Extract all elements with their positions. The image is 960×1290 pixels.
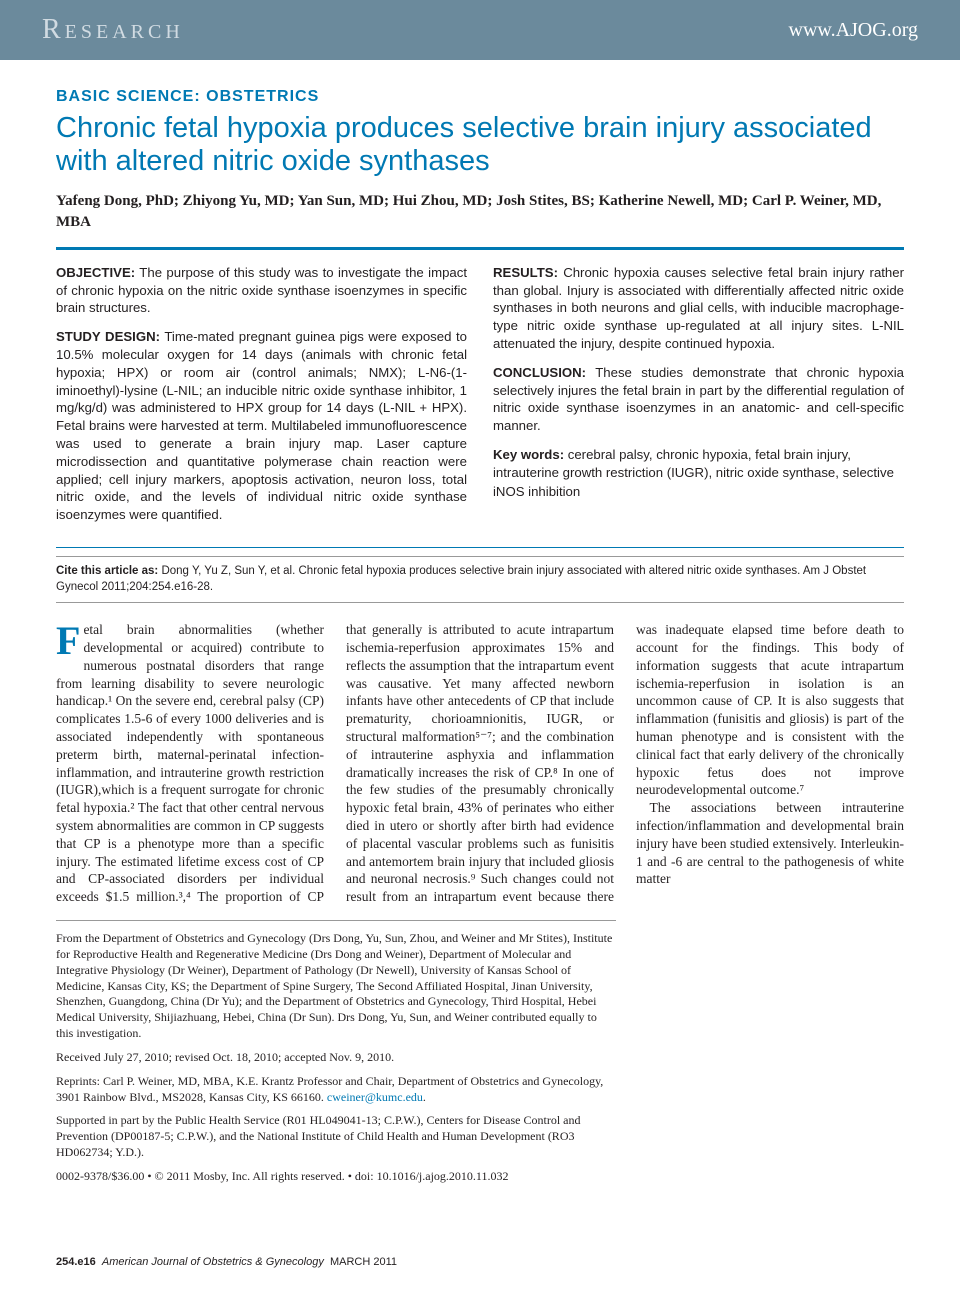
objective-label: OBJECTIVE: <box>56 265 135 280</box>
reprints-email[interactable]: cweiner@kumc.edu <box>327 1090 423 1104</box>
section-label: Research <box>42 14 184 46</box>
affil-reprints: Reprints: Carl P. Weiner, MD, MBA, K.E. … <box>56 1074 616 1106</box>
abstract-col-right: RESULTS: Chronic hypoxia causes selectiv… <box>493 264 904 535</box>
dropcap: F <box>56 621 83 658</box>
author-list: Yafeng Dong, PhD; Zhiyong Yu, MD; Yan Su… <box>56 191 904 233</box>
cite-label: Cite this article as: <box>56 565 158 577</box>
site-url[interactable]: www.AJOG.org <box>789 19 918 42</box>
article-category: BASIC SCIENCE: OBSTETRICS <box>56 88 904 106</box>
journal-name: American Journal of Obstetrics & Gynecol… <box>102 1256 324 1268</box>
affiliations: From the Department of Obstetrics and Gy… <box>56 920 616 1185</box>
body-p2: The associations between intrauterine in… <box>636 799 904 888</box>
issue-date: MARCH 2011 <box>330 1256 397 1268</box>
page-number: 254.e16 <box>56 1256 96 1268</box>
journal-header: Research www.AJOG.org <box>0 0 960 60</box>
keywords-label: Key words: <box>493 447 564 462</box>
abstract-col-left: OBJECTIVE: The purpose of this study was… <box>56 264 467 535</box>
abstract-conclusion: CONCLUSION: These studies demonstrate th… <box>493 364 904 435</box>
affil-copyright: 0002-9378/$36.00 • © 2011 Mosby, Inc. Al… <box>56 1169 616 1185</box>
page-content: BASIC SCIENCE: OBSTETRICS Chronic fetal … <box>0 60 960 1185</box>
abstract-design: STUDY DESIGN: Time-mated pregnant guinea… <box>56 328 467 524</box>
design-label: STUDY DESIGN: <box>56 329 160 344</box>
keywords: Key words: cerebral palsy, chronic hypox… <box>493 446 904 501</box>
affil-received: Received July 27, 2010; revised Oct. 18,… <box>56 1050 616 1066</box>
rule-mid <box>56 547 904 548</box>
affil-support: Supported in part by the Public Health S… <box>56 1113 616 1160</box>
abstract: OBJECTIVE: The purpose of this study was… <box>56 250 904 547</box>
affil-from: From the Department of Obstetrics and Gy… <box>56 931 616 1042</box>
reprints-post: . <box>423 1090 426 1104</box>
cite-text: Dong Y, Yu Z, Sun Y, et al. Chronic feta… <box>56 565 866 593</box>
results-label: RESULTS: <box>493 265 558 280</box>
design-text: Time-mated pregnant guinea pigs were exp… <box>56 329 467 522</box>
body-text: Fetal brain abnormalities (whether devel… <box>56 621 904 906</box>
conclusion-label: CONCLUSION: <box>493 365 586 380</box>
abstract-objective: OBJECTIVE: The purpose of this study was… <box>56 264 467 317</box>
page-footer: 254.e16 American Journal of Obstetrics &… <box>56 1256 397 1268</box>
abstract-results: RESULTS: Chronic hypoxia causes selectiv… <box>493 264 904 353</box>
citation-box: Cite this article as: Dong Y, Yu Z, Sun … <box>56 556 904 603</box>
article-title: Chronic fetal hypoxia produces selective… <box>56 112 904 179</box>
